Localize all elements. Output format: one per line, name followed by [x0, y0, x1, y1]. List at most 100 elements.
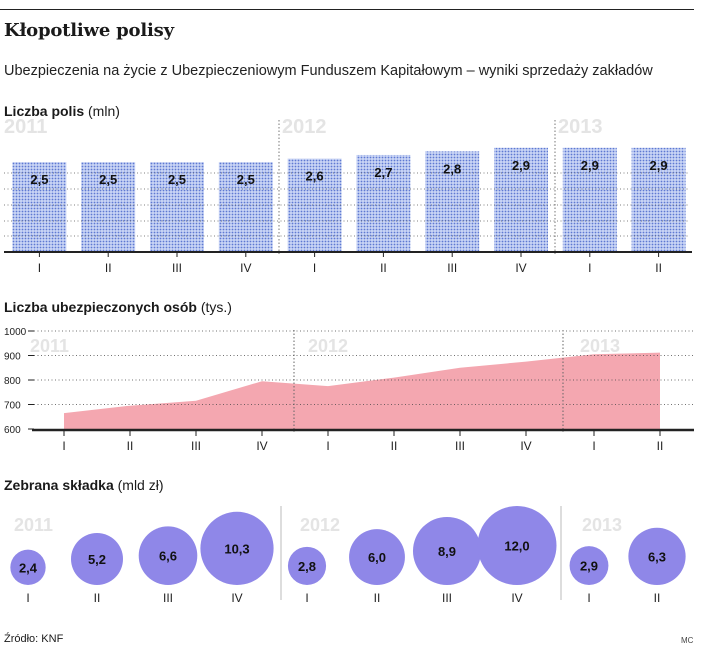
bubble-value-label: 10,3	[224, 541, 249, 556]
year-label-2012: 2012	[300, 515, 340, 535]
bubble-9	[569, 546, 609, 585]
x-tick-label: III	[447, 261, 457, 275]
bubble-value-label: 5,2	[88, 552, 106, 567]
year-label-2012: 2012	[282, 116, 327, 138]
bar-value-label: 2,9	[581, 158, 599, 173]
bubble-value-label: 6,3	[648, 549, 666, 564]
x-tick-label: II	[127, 439, 134, 453]
bar-chart: 2011 2012 20132,5I2,5II2,5III2,5IV2,6I2,7I…	[4, 116, 692, 275]
x-tick-label: IV	[240, 261, 251, 275]
bar-2	[81, 162, 136, 252]
bubble-value-label: 6,0	[368, 550, 386, 565]
bar-value-label: 2,7	[374, 165, 392, 180]
x-tick-label: I	[62, 439, 65, 453]
x-tick-label: III	[191, 439, 201, 453]
bubble-value-label: 2,8	[298, 559, 316, 574]
bubble-6	[349, 529, 405, 585]
x-tick-label: III	[163, 591, 173, 605]
y-tick-label: 900	[4, 352, 21, 363]
x-tick-label: IV	[515, 261, 526, 275]
x-tick-label: I	[313, 261, 316, 275]
year-label-2012: 2012	[308, 336, 348, 356]
bar-5	[287, 158, 342, 252]
bubble-title-unit: (mld zł)	[117, 477, 164, 493]
bar-value-label: 2,5	[30, 172, 48, 187]
author-credit: MC	[681, 636, 694, 645]
bar-4	[218, 162, 273, 252]
chart-subtitle: Ubezpieczenia na życie z Ubezpieczeniowy…	[4, 63, 653, 79]
bar-title-unit: (mln)	[88, 103, 120, 119]
x-tick-label: III	[442, 591, 452, 605]
bubble-value-label: 6,6	[159, 549, 177, 564]
x-tick-label: I	[38, 261, 41, 275]
x-tick-label: II	[374, 591, 381, 605]
x-tick-label: I	[26, 591, 29, 605]
bubble-3	[138, 526, 198, 585]
x-tick-label: II	[105, 261, 112, 275]
bubble-2	[70, 532, 124, 585]
bubble-5	[287, 546, 327, 585]
x-tick-label: IV	[520, 439, 531, 453]
x-tick-label: I	[588, 261, 591, 275]
x-tick-label: II	[380, 261, 387, 275]
top-rule	[0, 9, 694, 10]
area-section-title: Liczba ubezpieczonych osób (tys.)	[4, 299, 232, 315]
x-tick-label: II	[657, 439, 664, 453]
bubble-10	[628, 527, 686, 585]
bubble-value-label: 2,4	[19, 560, 38, 575]
y-tick-label: 1000	[4, 327, 27, 338]
bubble-7	[412, 516, 482, 585]
bubble-section-title: Zebrana składka (mld zł)	[4, 477, 164, 493]
bar-title-bold: Liczba polis	[4, 103, 85, 119]
bubble-1	[10, 549, 46, 586]
bar-value-label: 2,5	[237, 172, 255, 187]
bubble-value-label: 8,9	[438, 544, 456, 559]
year-label-2011: 2011	[14, 515, 53, 535]
y-tick-label: 700	[4, 401, 21, 412]
bar-1	[12, 162, 67, 252]
bar-value-label: 2,8	[443, 161, 461, 176]
x-tick-label: I	[326, 439, 329, 453]
bar-8	[494, 147, 548, 252]
bubble-8	[477, 506, 557, 585]
year-label-2013: 2013	[582, 515, 622, 535]
x-tick-label: II	[94, 591, 101, 605]
year-label-2011: 2011	[4, 116, 47, 138]
area-title-bold: Liczba ubezpieczonych osób	[4, 299, 197, 315]
x-tick-label: II	[655, 261, 662, 275]
bubble-value-label: 12,0	[504, 539, 529, 554]
y-tick-label: 800	[4, 376, 21, 387]
bar-value-label: 2,6	[306, 169, 324, 184]
bar-10	[631, 147, 686, 252]
x-tick-label: I	[592, 439, 595, 453]
x-tick-label: I	[305, 591, 308, 605]
source-note: Źródło: KNF	[4, 633, 64, 645]
bar-7	[425, 151, 480, 252]
area-title-unit: (tys.)	[200, 299, 232, 315]
x-tick-label: IV	[231, 591, 242, 605]
y-tick-label: 600	[4, 425, 21, 436]
x-tick-label: IV	[511, 591, 522, 605]
bar-value-label: 2,9	[650, 158, 668, 173]
bubble-chart: 2011 2012 20132,4I5,2II6,6III10,3IV2,8I6,0…	[10, 506, 686, 605]
bubble-4	[200, 511, 274, 585]
year-label-2011: 2011	[30, 336, 69, 356]
x-tick-label: IV	[256, 439, 267, 453]
x-tick-label: I	[587, 591, 590, 605]
bubble-title-bold: Zebrana składka	[4, 477, 114, 493]
x-tick-label: II	[654, 591, 661, 605]
chart-title: Kłopotliwe polisy	[4, 20, 174, 41]
bar-9	[562, 147, 617, 252]
x-tick-label: II	[391, 439, 398, 453]
bar-3	[150, 162, 204, 252]
bubble-value-label: 2,9	[580, 559, 598, 574]
bar-section-title: Liczba polis (mln)	[4, 103, 120, 119]
x-tick-label: III	[172, 261, 182, 275]
bar-value-label: 2,5	[99, 172, 117, 187]
bar-value-label: 2,9	[512, 158, 530, 173]
bar-value-label: 2,5	[168, 172, 186, 187]
x-tick-label: III	[455, 439, 465, 453]
year-label-2013: 2013	[558, 116, 603, 138]
